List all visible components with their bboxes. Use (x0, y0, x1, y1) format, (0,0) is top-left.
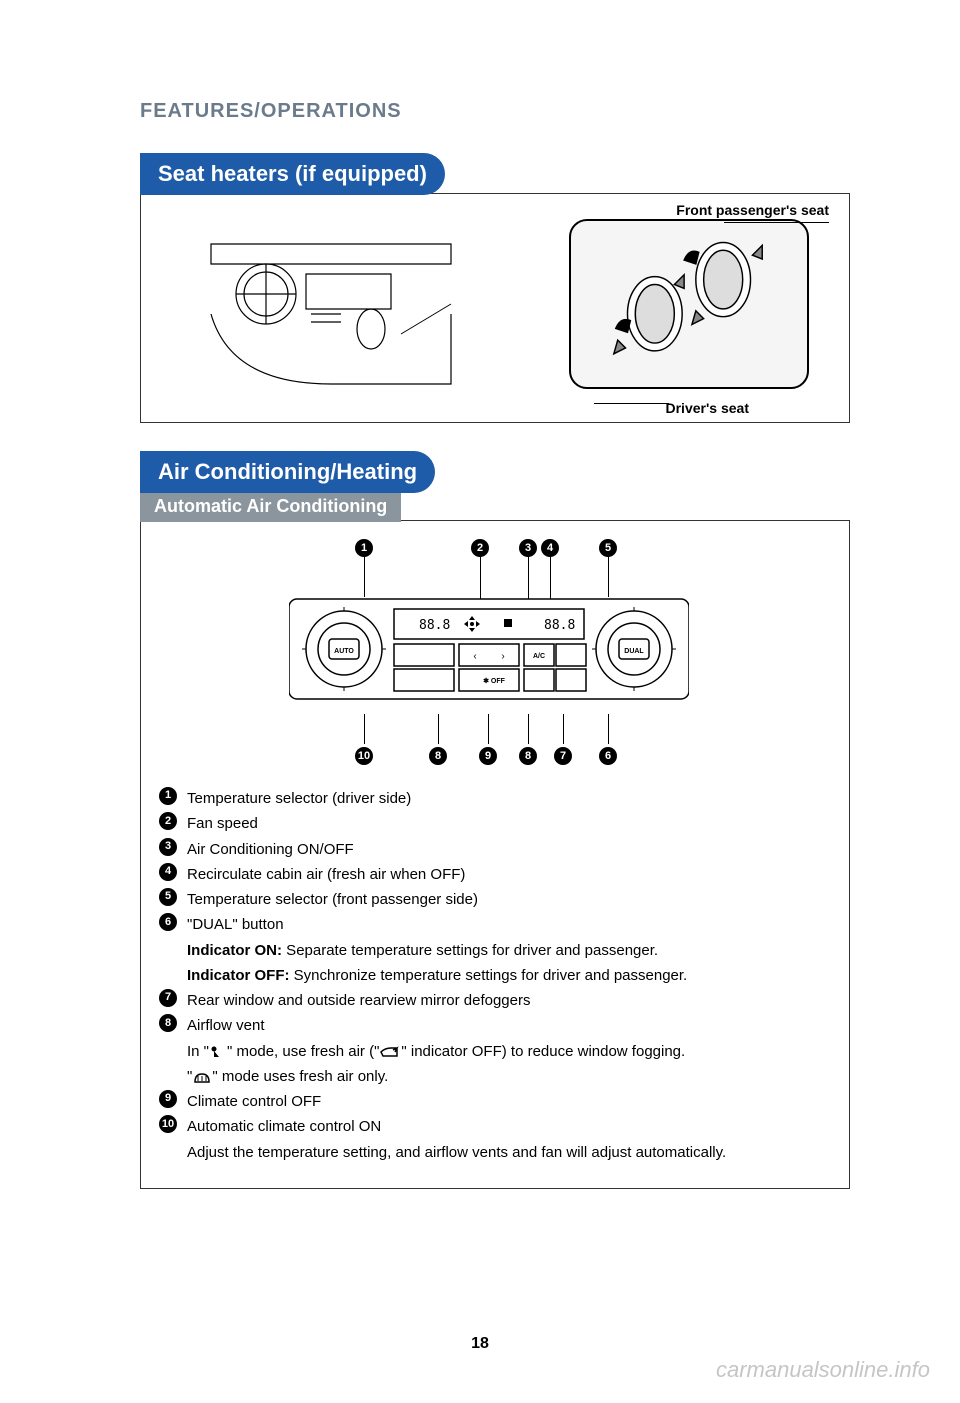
svg-text:✱ OFF: ✱ OFF (483, 677, 506, 685)
svg-text:›: › (501, 651, 504, 662)
pointer (563, 714, 564, 744)
pointer (488, 714, 489, 744)
legend-text: Fan speed (187, 812, 831, 835)
legend-item-4: 4 Recirculate cabin air (fresh air when … (159, 863, 831, 886)
legend: 1 Temperature selector (driver side) 2 F… (159, 787, 831, 1164)
callout-6: 6 (599, 747, 617, 765)
callout-8b: 8 (519, 747, 537, 765)
callout-1: 1 (355, 539, 373, 557)
legend-item-1: 1 Temperature selector (driver side) (159, 787, 831, 810)
callout-5: 5 (599, 539, 617, 557)
ac-subtitle: Automatic Air Conditioning (140, 491, 401, 522)
page-number: 18 (471, 1335, 489, 1353)
callout-10: 10 (355, 747, 373, 765)
ac-title: Air Conditioning/Heating (140, 451, 435, 493)
pointer (364, 714, 365, 744)
legend-item-9: 9 Climate control OFF (159, 1090, 831, 1113)
callout-9: 9 (479, 747, 497, 765)
legend-item-8: 8 Airflow vent (159, 1014, 831, 1037)
legend-text: Rear window and outside rearview mirror … (187, 989, 831, 1012)
legend-text: Air Conditioning ON/OFF (187, 838, 831, 861)
legend-item-3: 3 Air Conditioning ON/OFF (159, 838, 831, 861)
seat-heaters-box: Front passenger's seat Driver's seat (140, 193, 850, 423)
legend-text: Airflow vent (187, 1014, 831, 1037)
callout-7: 7 (554, 747, 572, 765)
legend-sub-dual-on: Indicator ON: Separate temperature setti… (187, 939, 831, 962)
svg-text:AUTO: AUTO (334, 648, 354, 655)
legend-item-6: 6 "DUAL" button (159, 913, 831, 936)
defrost-icon (192, 1070, 212, 1084)
ac-diagram: 1 2 3 4 5 AUTO (159, 539, 831, 769)
ac-box: 1 2 3 4 5 AUTO (140, 520, 850, 1189)
heater-controls-illustration (571, 221, 807, 387)
legend-text: Temperature selector (front passenger si… (187, 888, 831, 911)
num-4: 4 (159, 863, 177, 881)
svg-text:A/C: A/C (533, 653, 545, 660)
section-header: FEATURES/OPERATIONS (140, 100, 850, 123)
pointer (438, 714, 439, 744)
legend-text: "DUAL" button (187, 913, 831, 936)
callout-4: 4 (541, 539, 559, 557)
num-6: 6 (159, 913, 177, 931)
svg-text:88.8: 88.8 (544, 618, 575, 633)
svg-text:‹: ‹ (473, 651, 476, 662)
driver-seat-label: Driver's seat (666, 400, 750, 416)
legend-text: Temperature selector (driver side) (187, 787, 831, 810)
svg-text:DUAL: DUAL (624, 648, 644, 655)
num-2: 2 (159, 812, 177, 830)
ac-panel-illustration: AUTO DUAL 88.8 88.8 (289, 579, 689, 729)
pointer (528, 714, 529, 744)
legend-item-7: 7 Rear window and outside rearview mirro… (159, 989, 831, 1012)
num-8: 8 (159, 1014, 177, 1032)
front-passenger-label: Front passenger's seat (676, 202, 829, 218)
legend-sub-auto: Adjust the temperature setting, and airf… (187, 1141, 831, 1164)
callout-8: 8 (429, 747, 447, 765)
pointer (608, 714, 609, 744)
num-5: 5 (159, 888, 177, 906)
num-3: 3 (159, 838, 177, 856)
svg-text:88.8: 88.8 (419, 618, 450, 633)
callout-2: 2 (471, 539, 489, 557)
watermark: carmanualsonline.info (716, 1357, 930, 1383)
legend-sub-airflow-2: "" mode uses fresh air only. (187, 1065, 831, 1088)
num-9: 9 (159, 1090, 177, 1108)
face-feet-icon (209, 1045, 227, 1059)
legend-text: Climate control OFF (187, 1090, 831, 1113)
legend-item-5: 5 Temperature selector (front passenger … (159, 888, 831, 911)
recirculate-icon (379, 1046, 401, 1058)
legend-sub-airflow-1: In "" mode, use fresh air ("" indicator … (187, 1040, 831, 1063)
legend-item-2: 2 Fan speed (159, 812, 831, 835)
label-line (724, 222, 829, 223)
label-line (594, 403, 669, 404)
num-10: 10 (159, 1115, 177, 1133)
legend-text: Automatic climate control ON (187, 1115, 831, 1138)
legend-item-10: 10 Automatic climate control ON (159, 1115, 831, 1138)
num-1: 1 (159, 787, 177, 805)
legend-sub-dual-off: Indicator OFF: Synchronize temperature s… (187, 964, 831, 987)
seat-heaters-title: Seat heaters (if equipped) (140, 153, 445, 195)
legend-text: Recirculate cabin air (fresh air when OF… (187, 863, 831, 886)
zoom-bubble (569, 219, 809, 389)
callout-3: 3 (519, 539, 537, 557)
interior-illustration (191, 214, 471, 394)
num-7: 7 (159, 989, 177, 1007)
